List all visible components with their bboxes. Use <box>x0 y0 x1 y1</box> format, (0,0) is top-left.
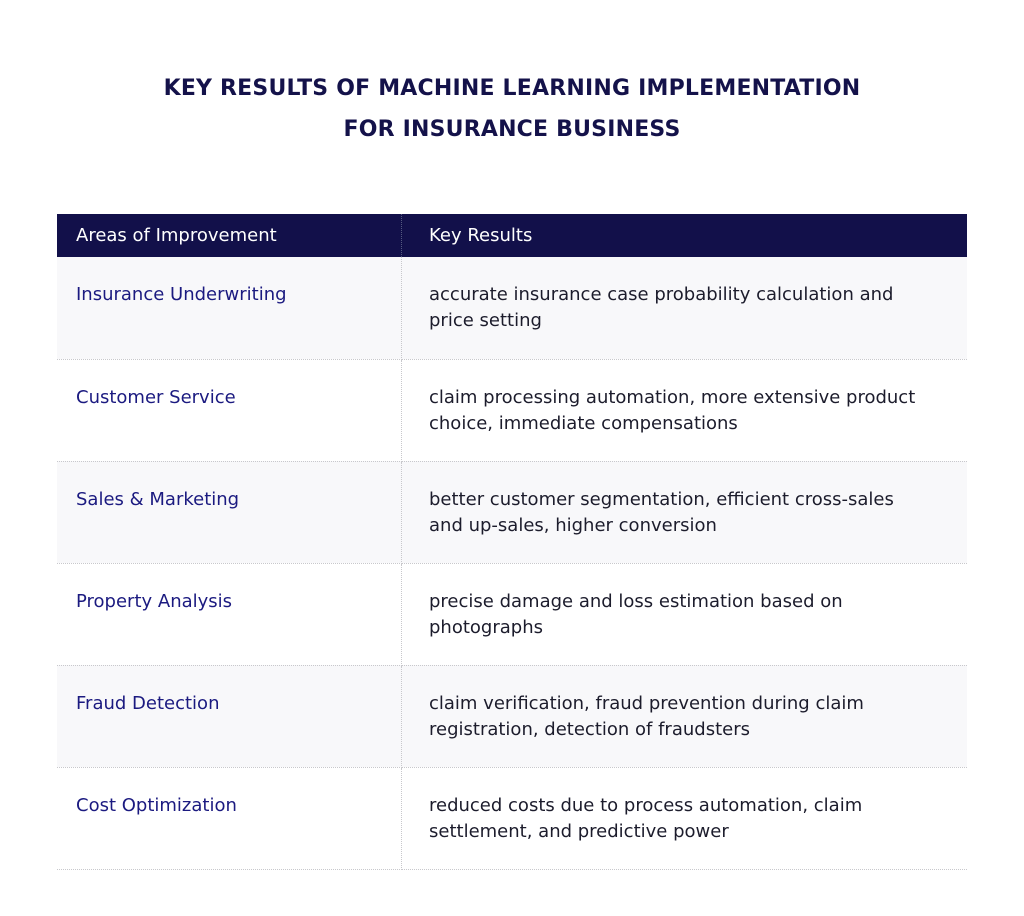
results-table: Areas of Improvement Key Results Insuran… <box>57 214 967 870</box>
result-cell: reduced costs due to process automation,… <box>401 767 967 870</box>
title-line-2: FOR INSURANCE BUSINESS <box>343 117 681 142</box>
result-cell: accurate insurance case probability calc… <box>401 257 967 360</box>
header-results: Key Results <box>401 214 967 257</box>
result-cell: precise damage and loss estimation based… <box>401 563 967 666</box>
table-row: Fraud Detection claim verification, fraud… <box>57 665 967 768</box>
title-line-1: KEY RESULTS OF MACHINE LEARNING IMPLEMEN… <box>163 76 861 101</box>
table-row: Insurance Underwriting accurate insurance… <box>57 257 967 360</box>
result-cell: claim processing automation, more extens… <box>401 359 967 462</box>
area-cell: Insurance Underwriting <box>57 257 402 360</box>
table-row: Cost Optimization reduced costs due to pr… <box>57 767 967 870</box>
header-areas: Areas of Improvement <box>57 214 402 257</box>
area-cell: Property Analysis <box>57 563 402 666</box>
table-row: Sales & Marketing better customer segment… <box>57 461 967 564</box>
table-header: Areas of Improvement Key Results <box>57 214 967 257</box>
area-cell: Customer Service <box>57 359 402 462</box>
result-cell: better customer segmentation, efficient … <box>401 461 967 564</box>
table-row: Property Analysis precise damage and loss… <box>57 563 967 666</box>
page-title: KEY RESULTS OF MACHINE LEARNING IMPLEMEN… <box>0 68 1024 150</box>
area-cell: Sales & Marketing <box>57 461 402 564</box>
area-cell: Cost Optimization <box>57 767 402 870</box>
area-cell: Fraud Detection <box>57 665 402 768</box>
table-row: Customer Service claim processing automat… <box>57 359 967 462</box>
result-cell: claim verification, fraud prevention dur… <box>401 665 967 768</box>
